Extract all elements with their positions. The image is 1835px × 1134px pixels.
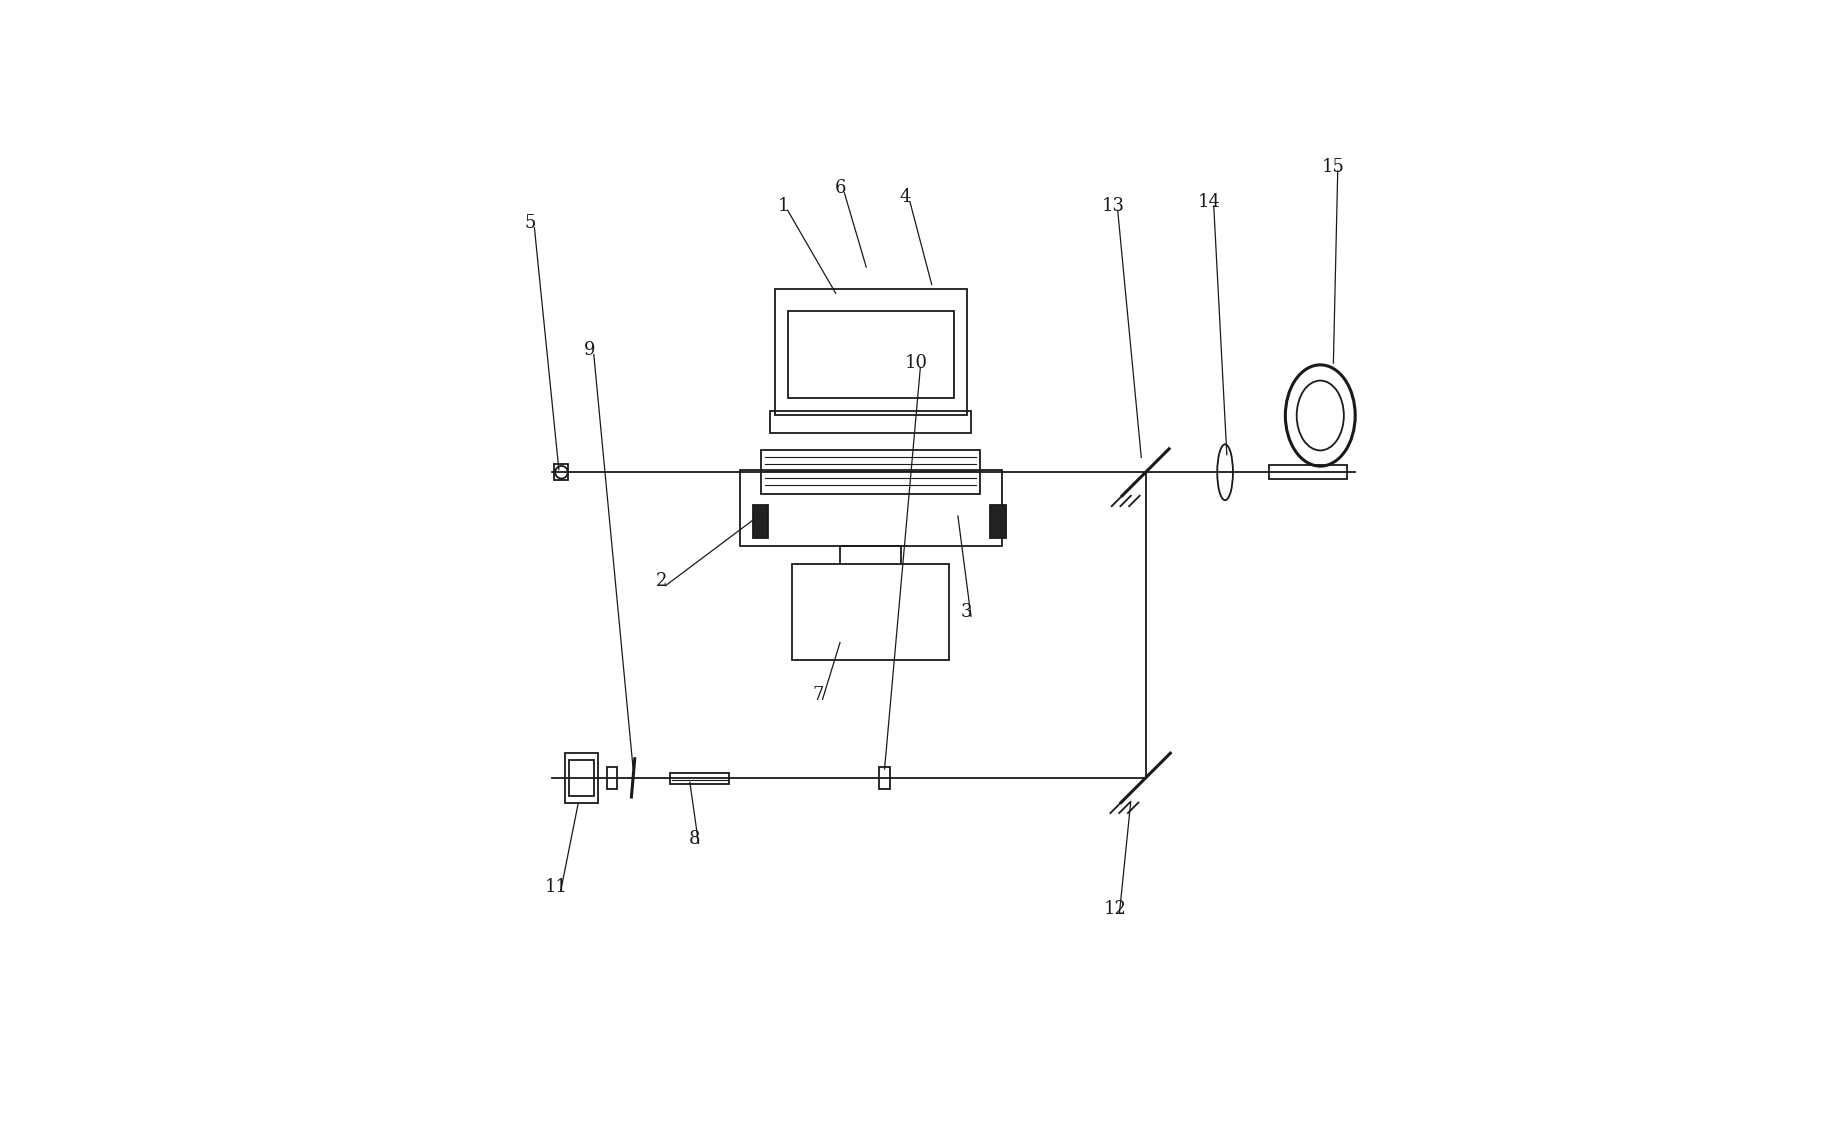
Bar: [740, 469, 1002, 547]
Bar: [670, 772, 728, 784]
Text: 6: 6: [835, 179, 846, 197]
Text: 12: 12: [1103, 900, 1127, 917]
Bar: [565, 753, 598, 803]
Text: 15: 15: [1321, 158, 1345, 176]
Text: 8: 8: [688, 830, 699, 848]
Text: 2: 2: [655, 573, 666, 591]
Bar: [1268, 465, 1347, 480]
Text: 7: 7: [813, 686, 824, 704]
Bar: [787, 311, 954, 398]
Text: 5: 5: [525, 214, 536, 232]
Text: 11: 11: [545, 878, 567, 896]
Text: 13: 13: [1101, 197, 1125, 215]
Bar: [752, 505, 769, 538]
Text: 1: 1: [778, 197, 789, 215]
Text: 3: 3: [962, 603, 973, 621]
Text: 4: 4: [899, 188, 912, 206]
Bar: [774, 289, 967, 415]
Bar: [879, 767, 890, 789]
Bar: [991, 505, 1006, 538]
Bar: [771, 412, 971, 433]
Bar: [554, 465, 569, 480]
Text: 10: 10: [905, 354, 927, 372]
Bar: [569, 760, 595, 796]
Bar: [607, 767, 617, 789]
Text: 9: 9: [584, 341, 595, 359]
Text: 14: 14: [1198, 193, 1220, 211]
Bar: [793, 564, 949, 660]
Bar: [762, 450, 980, 494]
